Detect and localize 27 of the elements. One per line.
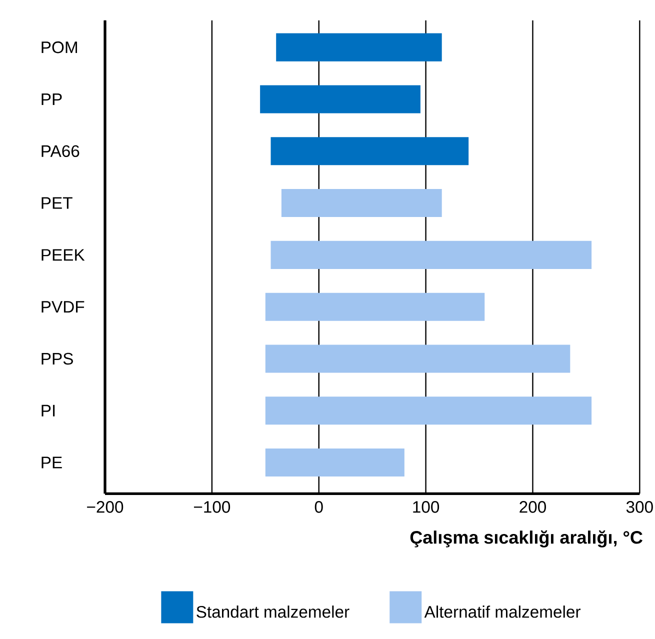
legend-label: Standart malzemeler <box>196 606 350 618</box>
bar <box>265 448 404 477</box>
bar <box>270 137 469 166</box>
bar <box>276 33 442 62</box>
x-tick-label: −200 <box>87 501 124 513</box>
y-tick-label: PVDF <box>42 301 84 313</box>
y-tick-label: PPS <box>42 352 73 365</box>
bar <box>281 189 442 218</box>
legend-label: Alternatif malzemeler <box>424 606 580 618</box>
x-axis-title: Çalışma sıcaklığı aralığı, °C <box>410 530 642 548</box>
x-tick-label: 100 <box>413 501 440 513</box>
x-tick-label: 200 <box>520 501 546 513</box>
bar <box>270 240 592 269</box>
x-tick-label: 300 <box>626 501 653 513</box>
bar <box>265 344 570 373</box>
y-tick-label: PET <box>42 197 72 209</box>
y-tick-label: PE <box>42 456 62 468</box>
bar <box>265 396 592 425</box>
x-tick-label: 0 <box>314 501 323 513</box>
y-tick-label: POM <box>42 41 77 54</box>
y-tick-label: PEEK <box>42 249 85 261</box>
x-tick-label: −100 <box>194 501 230 513</box>
y-tick-label: PI <box>42 404 55 416</box>
y-tick-label: PP <box>42 94 62 105</box>
bar <box>265 292 485 321</box>
bar <box>260 85 420 114</box>
y-tick-label: PA66 <box>42 145 80 158</box>
